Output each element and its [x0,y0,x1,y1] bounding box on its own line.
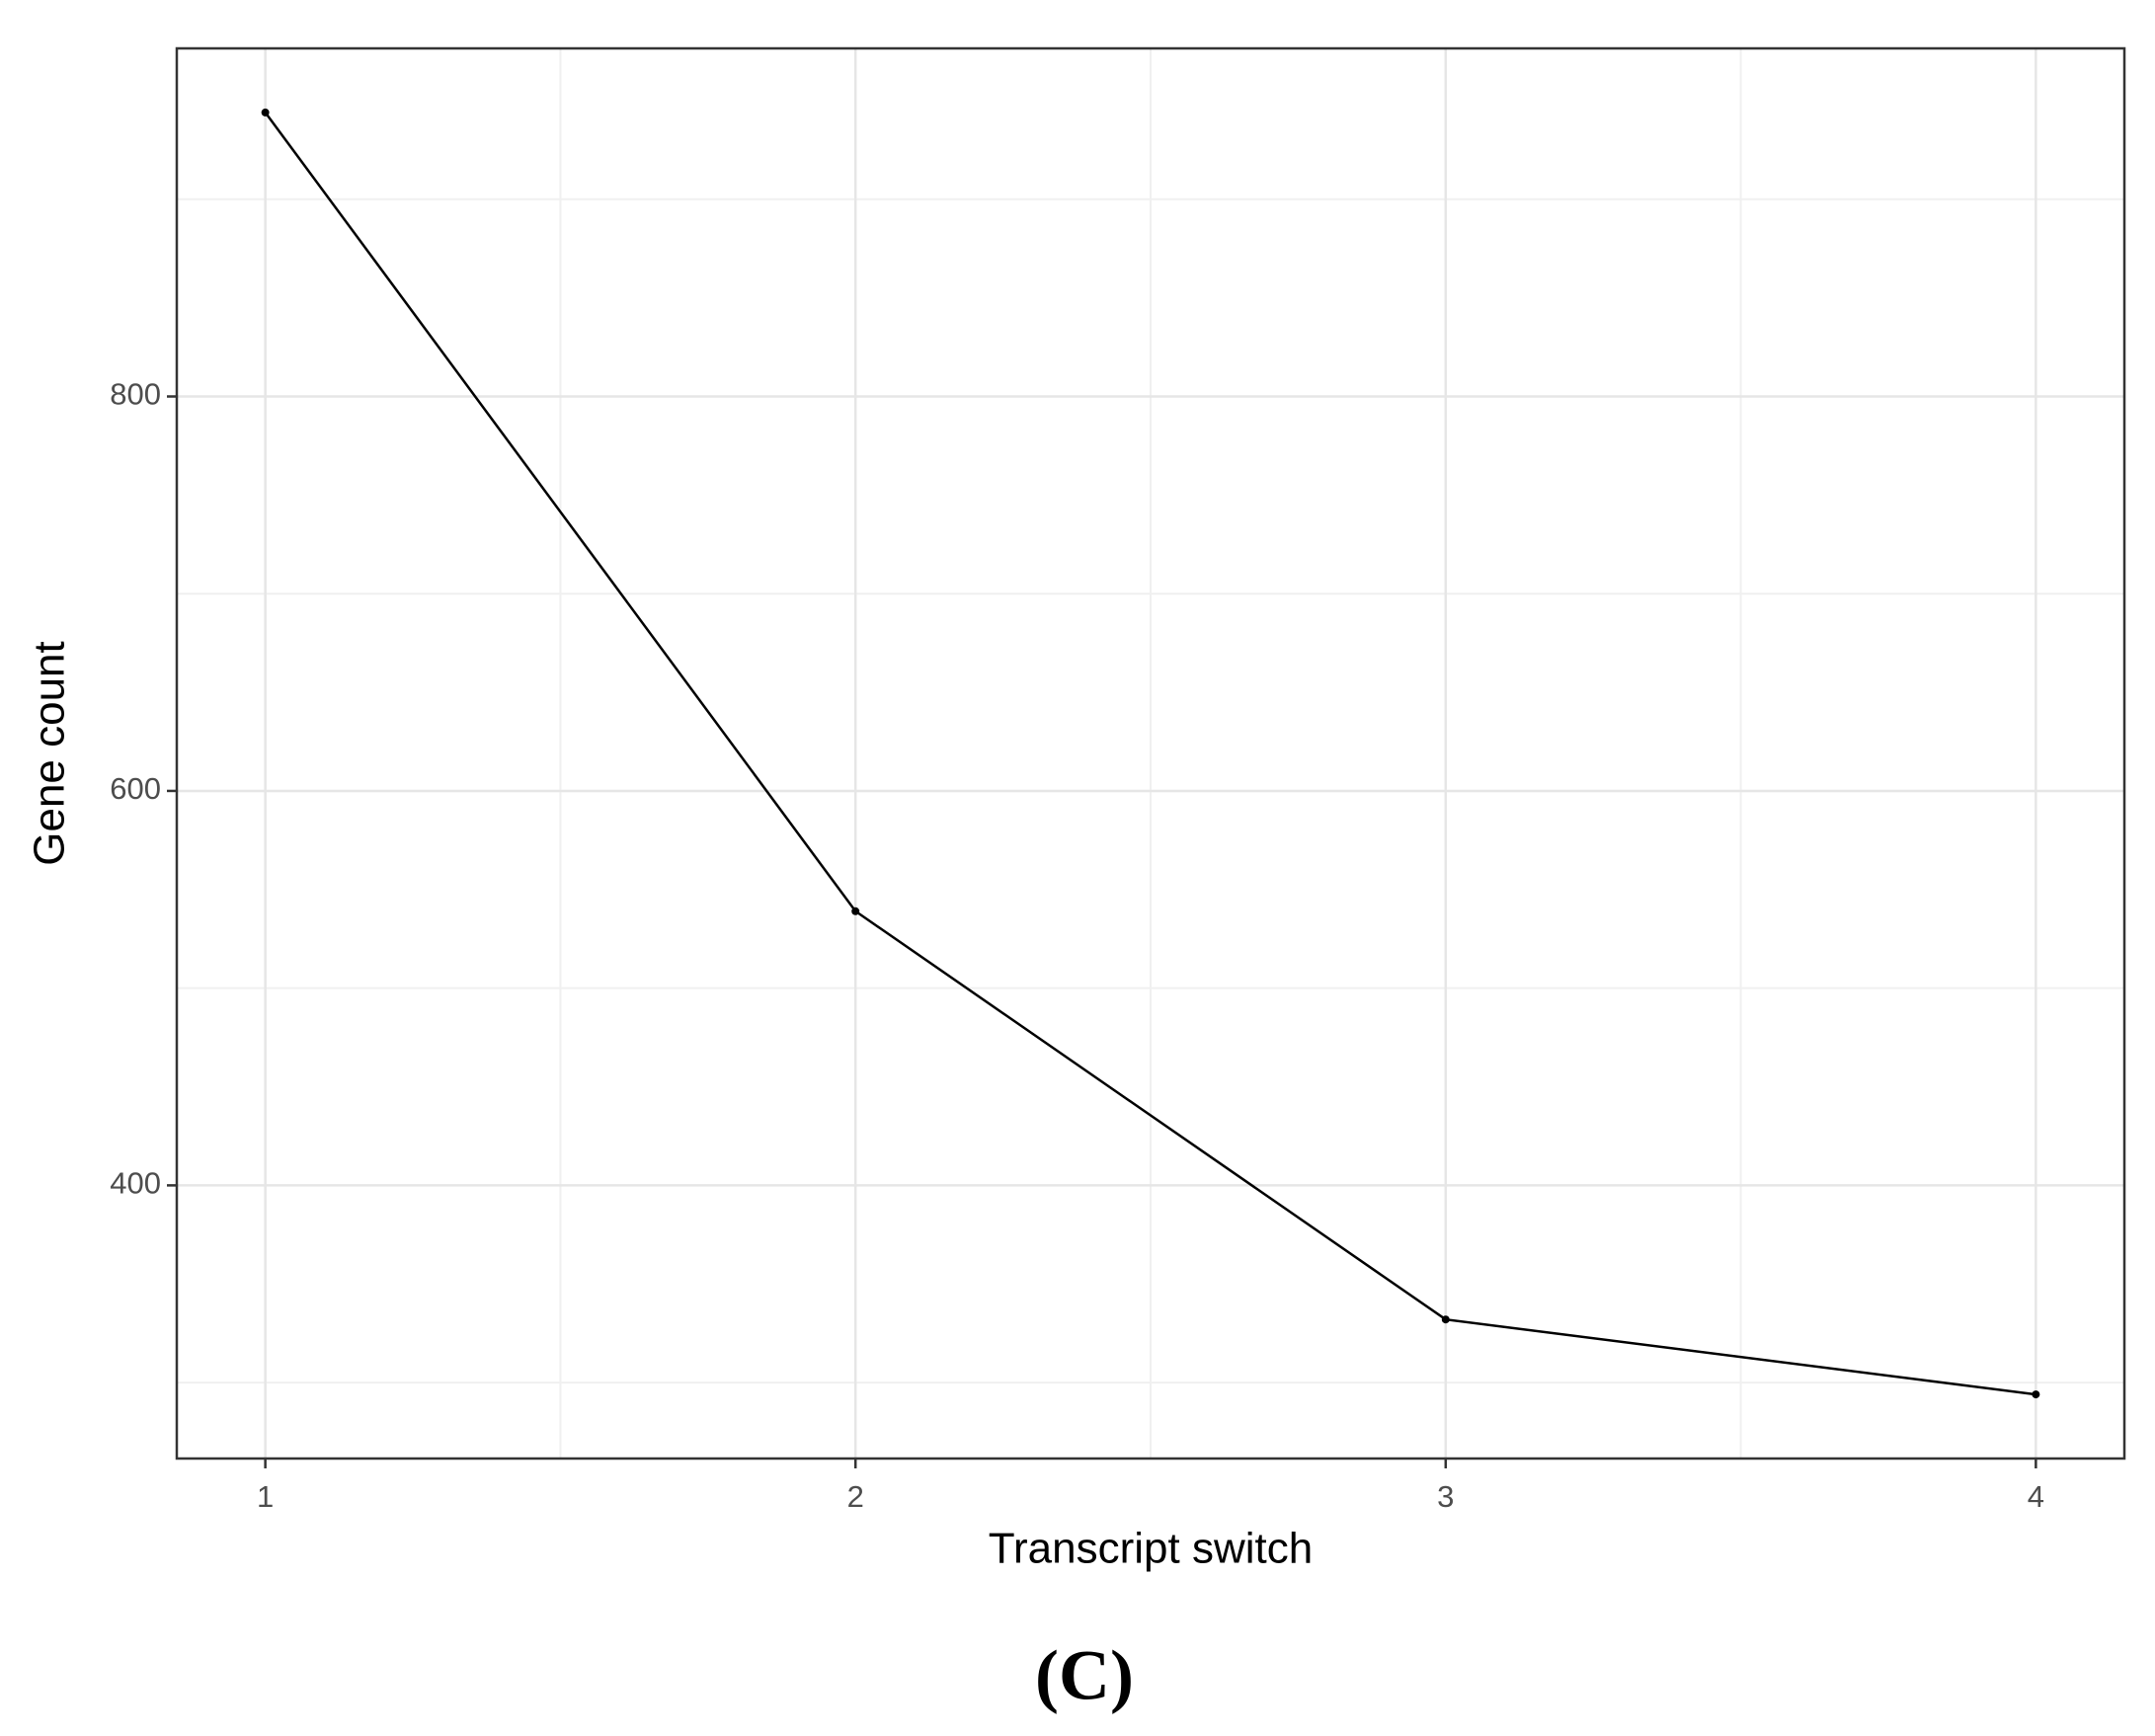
data-point [261,108,270,117]
caption: (C) [1035,1636,1134,1715]
x-axis-title: Transcript switch [989,1525,1313,1573]
data-point [1441,1315,1450,1324]
x-tick-label: 4 [2028,1479,2044,1514]
plot-border [175,46,2126,1460]
data-line [264,112,2036,1396]
x-tick-label: 1 [257,1479,274,1514]
data-point [851,907,860,915]
data-point [2032,1390,2040,1399]
x-tick-label: 3 [1437,1479,1454,1514]
y-tick-label: 400 [110,1166,161,1201]
y-tick-label: 800 [110,377,161,412]
y-axis-title: Gene count [26,641,74,866]
x-tick-label: 2 [847,1479,864,1514]
y-tick-label: 600 [110,771,161,806]
